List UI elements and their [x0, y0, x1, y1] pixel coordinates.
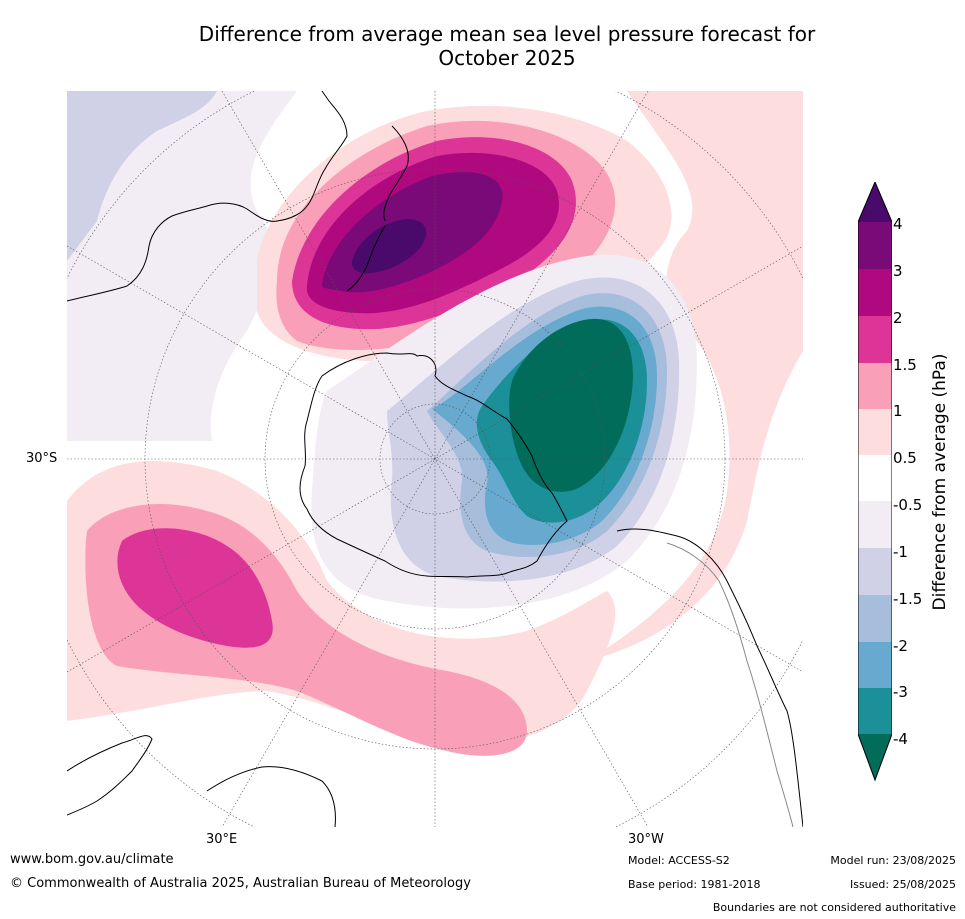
colorbar-tick: 0.5 [893, 449, 917, 467]
colorbar-extend-top [858, 182, 892, 222]
anomaly-pos-light-northeast [587, 91, 803, 661]
colorbar-tick: 2 [893, 309, 903, 327]
colorbar-band [858, 455, 892, 501]
australia-coastline [67, 91, 348, 302]
anomaly-pos-indian-15 [117, 528, 273, 648]
colorbar-band [858, 501, 892, 548]
anomaly-neg-weddell-4 [509, 318, 633, 492]
graticule [67, 91, 803, 827]
colorbar-tick: -1.5 [893, 590, 923, 608]
andes-border [666, 542, 794, 827]
title-line-1: Difference from average mean sea level p… [198, 22, 816, 46]
colorbar-tick: -4 [893, 730, 908, 748]
africa-coastline [67, 735, 336, 827]
colorbar-tick: 1.5 [893, 356, 917, 374]
colorbar-tick: -1 [893, 543, 908, 561]
colorbar-label: Difference from average (hPa) [930, 353, 950, 611]
colorbar-tick: -0.5 [893, 496, 923, 514]
issued-date: Issued: 25/08/2025 [849, 878, 956, 891]
colorbar-band [858, 688, 892, 734]
anomaly-neg-light-west [67, 91, 297, 441]
colorbar-tick: 4 [893, 215, 903, 233]
new-zealand-coastline [346, 125, 409, 292]
south-america-coastline [616, 528, 803, 827]
title-line-2: October 2025 [438, 46, 576, 70]
antarctica-coastline [299, 352, 568, 578]
source-url: www.bom.gov.au/climate [10, 852, 174, 867]
boundary-disclaimer: Boundaries are not considered authoritat… [712, 901, 956, 914]
colorbar-band [858, 363, 892, 409]
colorbar-outline [858, 182, 892, 782]
colorbar-band [858, 316, 892, 363]
colorbar-band [858, 595, 892, 642]
colorbar-band [858, 409, 892, 455]
latitude-label-30s: 30°S [26, 451, 58, 466]
base-period: Base period: 1981-2018 [628, 878, 761, 891]
polar-map [67, 91, 803, 827]
model-run-date: Model run: 23/08/2025 [830, 854, 956, 867]
copyright-notice: © Commonwealth of Australia 2025, Austra… [10, 876, 471, 891]
colorbar-extend-bottom [858, 734, 892, 780]
colorbar-tick: 3 [893, 262, 903, 280]
colorbar-tick: -3 [893, 683, 908, 701]
colorbar-band [858, 222, 892, 269]
colorbar-tick: -2 [893, 637, 908, 655]
anomaly-neg-medium-northwest [67, 91, 217, 261]
longitude-label-30e: 30°E [206, 832, 238, 847]
colorbar-band [858, 269, 892, 316]
chart-title: Difference from average mean sea level p… [0, 22, 965, 70]
map-canvas [67, 91, 803, 827]
colorbar [858, 182, 892, 782]
colorbar-band [858, 642, 892, 688]
model-name: Model: ACCESS-S2 [628, 854, 730, 867]
longitude-label-30w: 30°W [628, 832, 664, 847]
colorbar-band [858, 548, 892, 595]
anomaly-pos-tasman-4 [351, 219, 427, 274]
colorbar-tick: 1 [893, 402, 903, 420]
